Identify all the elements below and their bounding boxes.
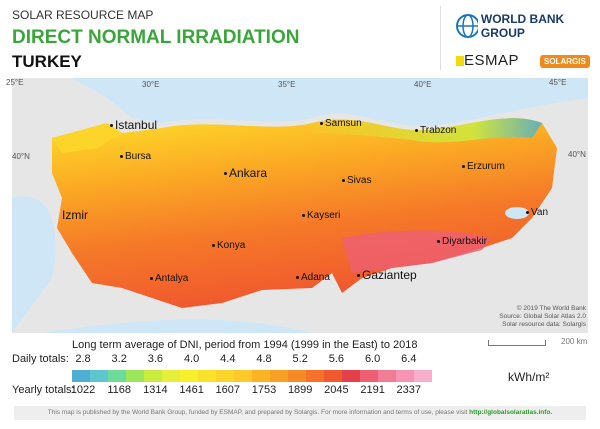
- yearly-tick: 1753: [251, 384, 277, 396]
- color-swatch: [378, 370, 396, 382]
- yearly-tick: 1314: [143, 384, 168, 396]
- lon-label: 45°E: [549, 78, 567, 87]
- city-trabzon: Trabzon: [415, 125, 456, 136]
- city-diyarbakir: Diyarbakir: [437, 236, 487, 247]
- esmap-text: ESMAP: [464, 52, 520, 69]
- city-konya: Konya: [212, 240, 245, 251]
- city-erzurum: Erzurum: [462, 161, 505, 172]
- dni-map[interactable]: 25°E 30°E 35°E 40°E 45°E 40°N 40°N Istan…: [6, 78, 588, 333]
- yearly-tick: 1607: [215, 384, 241, 396]
- lon-label: 30°E: [142, 80, 160, 89]
- city-kayseri: Kayseri: [302, 210, 340, 221]
- yearly-tick: 1899: [287, 384, 313, 396]
- daily-tick: 4.8: [256, 353, 272, 365]
- color-swatch: [126, 370, 144, 382]
- unit-label: kWh/m²: [508, 370, 550, 384]
- daily-tick: 4.0: [183, 353, 200, 365]
- scale-bar: [488, 340, 546, 346]
- map-subtitle: SOLAR RESOURCE MAP: [12, 8, 154, 22]
- legend-title: Long term average of DNI, period from 19…: [72, 339, 418, 351]
- color-swatch: [252, 370, 270, 382]
- map-graphic: [12, 78, 588, 333]
- map-title: DIRECT NORMAL IRRADIATION: [12, 27, 300, 48]
- lon-label: 35°E: [278, 80, 296, 89]
- daily-tick: 3.2: [111, 353, 127, 365]
- daily-tick: 3.6: [147, 353, 164, 365]
- solargis-logo: SOLARGIS: [540, 55, 590, 68]
- city-izmir: Izmir: [62, 208, 88, 222]
- color-swatch: [396, 370, 414, 382]
- color-swatch: [72, 370, 90, 382]
- yearly-tick: 2191: [360, 384, 385, 396]
- color-swatch: [324, 370, 342, 382]
- globe-icon: [456, 14, 478, 38]
- yearly-label: Yearly totals:: [12, 384, 75, 396]
- color-swatch: [306, 370, 324, 382]
- city-antalya: Antalya: [150, 273, 188, 284]
- color-swatch: [162, 370, 180, 382]
- yearly-tick: 1168: [107, 384, 132, 396]
- color-swatch: [90, 370, 108, 382]
- lon-label: 40°E: [414, 80, 432, 89]
- color-swatch: [342, 370, 360, 382]
- city-sivas: Sivas: [342, 175, 371, 186]
- color-swatch: [198, 370, 216, 382]
- daily-tick: 4.4: [220, 353, 236, 365]
- wbg-text: WORLD BANK GROUP: [480, 12, 565, 40]
- footer: This map is published by the World Bank …: [14, 406, 586, 420]
- lat-label: 40°N: [568, 150, 586, 159]
- daily-tick: 5.2: [292, 353, 308, 365]
- yearly-tick: 1461: [179, 384, 204, 396]
- city-van: Van: [526, 207, 548, 218]
- color-swatch: [180, 370, 198, 382]
- city-samsun: Samsun: [320, 118, 362, 129]
- country-title: TURKEY: [12, 52, 82, 71]
- yearly-tick: 1022: [70, 384, 96, 396]
- city-adana: Adana: [296, 272, 330, 283]
- scale-label: 200 km: [561, 337, 588, 346]
- city-istanbul: Istanbul: [110, 118, 157, 132]
- daily-tick: 6.0: [364, 353, 381, 365]
- map-credit: © 2019 The World Bank Source: Global Sola…: [499, 305, 586, 328]
- city-gaziantep: Gaziantep: [357, 268, 417, 282]
- color-swatch: [234, 370, 252, 382]
- yearly-tick: 2337: [396, 384, 422, 396]
- color-swatch: [414, 370, 432, 382]
- daily-tick: 2.8: [75, 353, 91, 365]
- lon-label: 25°E: [6, 78, 24, 87]
- city-bursa: Bursa: [120, 151, 151, 162]
- color-swatch: [144, 370, 162, 382]
- color-scale: [72, 370, 432, 382]
- esmap-logo: ESMAP: [456, 52, 519, 69]
- esmap-mark: [456, 55, 464, 66]
- lat-label: 40°N: [12, 152, 30, 161]
- color-swatch: [288, 370, 306, 382]
- wbg-logo: WORLD BANK GROUP: [456, 12, 600, 40]
- color-swatch: [108, 370, 126, 382]
- divider: [440, 6, 441, 70]
- daily-tick: 5.6: [328, 353, 345, 365]
- yearly-tick: 2045: [324, 384, 349, 396]
- daily-label: Daily totals:: [12, 353, 69, 365]
- color-swatch: [270, 370, 288, 382]
- city-ankara: Ankara: [224, 166, 267, 180]
- daily-tick: 6.4: [401, 353, 417, 365]
- footer-text: This map is published by the World Bank …: [47, 409, 470, 416]
- atlas-link[interactable]: http://globalsolaratlas.info.: [469, 409, 553, 416]
- mediterranean: [12, 196, 312, 333]
- color-swatch: [216, 370, 234, 382]
- color-swatch: [360, 370, 378, 382]
- black-sea: [72, 78, 588, 127]
